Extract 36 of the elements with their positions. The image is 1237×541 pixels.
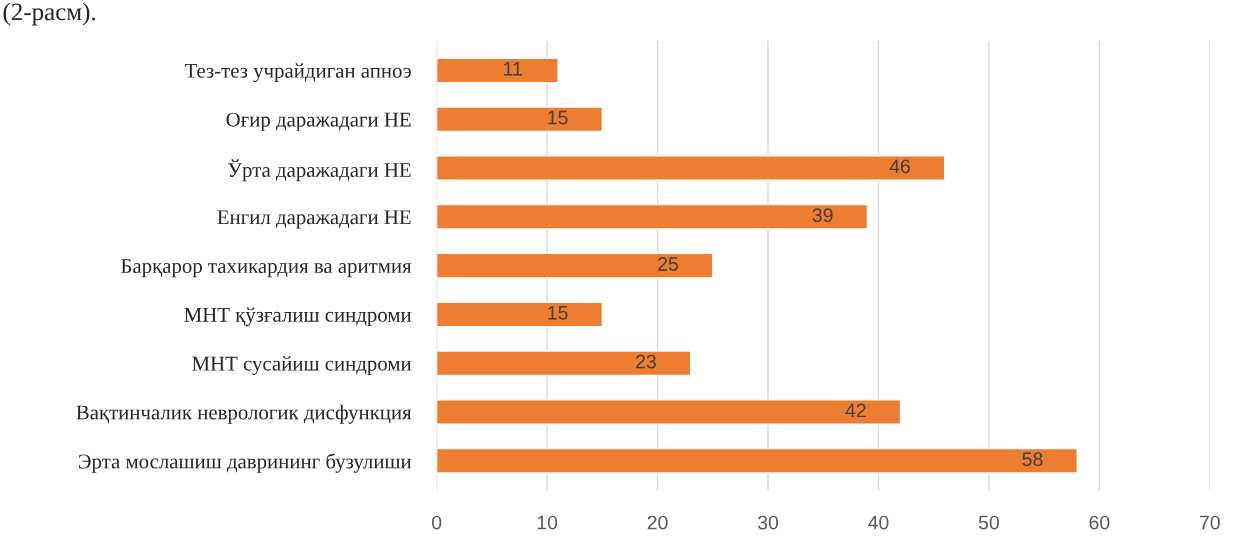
y-tick-label: Оғир даражадаги НЕ [226, 112, 411, 131]
text: (2-расм). [3, 2, 96, 26]
bar [436, 57, 559, 84]
x-tick-label: 50 [978, 515, 999, 530]
y-tick-label: Тез-тез учрайдиган апноэ [184, 63, 411, 83]
y-tick-label: МНТ қўзғалиш синдроми [184, 307, 412, 327]
data-label: 42 [845, 403, 866, 418]
data-label: 23 [636, 354, 656, 369]
bar [436, 252, 714, 279]
y-tick-label: Ўрта даражадаги НЕ [227, 159, 411, 182]
x-tick-label: 70 [1199, 515, 1220, 530]
y-tick-label: МНТ сусайиш синдроми [192, 356, 412, 375]
bar [436, 155, 946, 181]
x-tick-label: 60 [1089, 515, 1110, 530]
y-tick-label: Эрта мослашиш даврининг бузулиши [78, 453, 412, 473]
x-tick-label: 0 [432, 515, 442, 530]
x-tick-label: 10 [537, 515, 558, 530]
bar [436, 350, 692, 377]
x-tick-label: 20 [647, 515, 668, 530]
data-label: 58 [1022, 452, 1043, 467]
y-tick-label: Барқарор тахикардия ва аритмия [121, 259, 412, 278]
x-tick-label: 40 [868, 515, 889, 530]
data-label: 46 [889, 159, 910, 174]
x-tick-label: 30 [757, 515, 779, 530]
y-tick-label: Вақтинчалик неврологик дисфункция [76, 404, 412, 424]
bar [436, 301, 604, 328]
bar [436, 399, 902, 425]
bar [436, 447, 1078, 474]
data-label: 15 [548, 306, 568, 320]
bar [436, 106, 604, 133]
data-label: 39 [812, 208, 833, 223]
data-label: 11 [504, 62, 522, 76]
data-label: 25 [658, 257, 679, 271]
y-tick-label: Енгил даражадаги НЕ [217, 210, 411, 229]
bar [436, 203, 869, 230]
data-label: 15 [548, 110, 568, 125]
